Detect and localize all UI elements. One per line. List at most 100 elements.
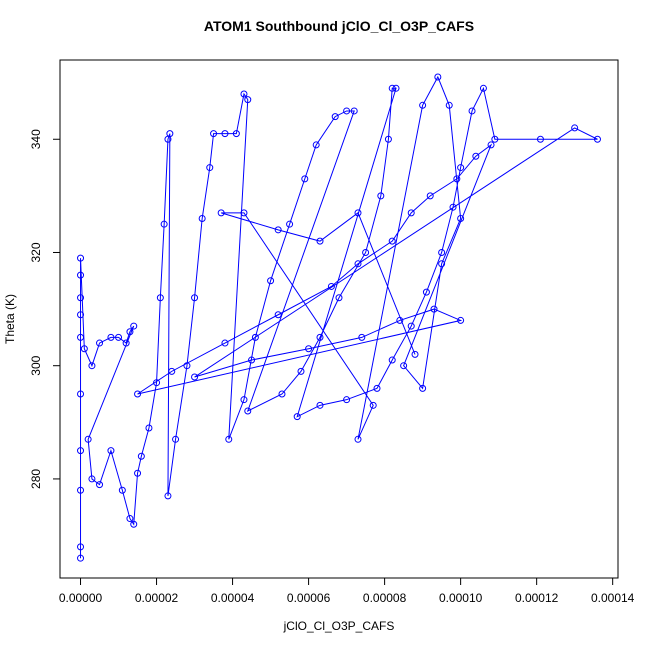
data-point (419, 384, 427, 392)
y-tick-label: 300 (29, 355, 43, 375)
data-point (373, 384, 381, 392)
data-point (396, 316, 404, 324)
data-point (267, 277, 275, 285)
data-point (457, 316, 465, 324)
data-point (77, 447, 85, 455)
data-point (88, 475, 96, 483)
data-point (407, 322, 415, 330)
data-point (468, 107, 476, 115)
data-point (160, 220, 168, 228)
x-axis-label: jClO_Cl_O3P_CAFS (283, 619, 395, 633)
data-point (354, 260, 362, 268)
data-point (191, 373, 199, 381)
data-point (362, 248, 370, 256)
data-point (126, 515, 134, 523)
data-point (88, 362, 96, 370)
data-point (134, 390, 142, 398)
data-point (343, 107, 351, 115)
x-tick-label: 0.00006 (287, 591, 331, 605)
x-tick-label: 0.00002 (135, 591, 179, 605)
data-point (232, 130, 240, 138)
data-point (384, 135, 392, 143)
data-point (369, 401, 377, 409)
y-tick-label: 340 (29, 129, 43, 149)
data-point (327, 282, 335, 290)
data-point (77, 333, 85, 341)
data-point (453, 175, 461, 183)
data-point (422, 288, 430, 296)
y-axis-label: Theta (K) (3, 294, 17, 344)
data-point (96, 339, 104, 347)
data-point (438, 248, 446, 256)
data-point (221, 130, 229, 138)
data-point (77, 311, 85, 319)
data-point (206, 164, 214, 172)
data-point (350, 107, 358, 115)
data-point (164, 492, 172, 500)
data-point (198, 215, 206, 223)
data-point (407, 209, 415, 217)
data-point (145, 424, 153, 432)
data-point (107, 447, 115, 455)
x-tick-label: 0.00010 (439, 591, 483, 605)
x-tick-label: 0.00008 (363, 591, 407, 605)
data-point (293, 413, 301, 421)
data-point (134, 469, 142, 477)
x-tick-label: 0.00014 (591, 591, 635, 605)
data-point (316, 333, 324, 341)
data-point (221, 339, 229, 347)
data-point (335, 294, 343, 302)
x-tick-label: 0.00000 (59, 591, 103, 605)
data-point (251, 333, 259, 341)
data-line (80, 75, 598, 559)
data-point (77, 390, 85, 398)
data-point (96, 481, 104, 489)
data-point (354, 209, 362, 217)
data-point (126, 328, 134, 336)
data-point (168, 367, 176, 375)
data-point (438, 260, 446, 268)
data-point (358, 333, 366, 341)
data-point (426, 192, 434, 200)
x-tick-label: 0.00004 (211, 591, 255, 605)
data-point (491, 135, 499, 143)
data-point (274, 311, 282, 319)
data-point (107, 333, 115, 341)
data-point (118, 486, 126, 494)
data-point (77, 543, 85, 551)
data-point (122, 339, 130, 347)
data-point (244, 407, 252, 415)
data-point (457, 215, 465, 223)
data-point (130, 520, 138, 528)
data-point (240, 396, 248, 404)
data-point (80, 345, 88, 353)
data-point (536, 135, 544, 143)
chart-title: ATOM1 Southbound jClO_Cl_O3P_CAFS (204, 18, 474, 34)
data-point (248, 356, 256, 364)
data-point (225, 435, 233, 443)
data-point (183, 362, 191, 370)
data-point (301, 175, 309, 183)
data-point (377, 192, 385, 200)
data-point (487, 141, 495, 149)
data-point (191, 294, 199, 302)
data-point (137, 452, 145, 460)
data-point (77, 294, 85, 302)
data-point (244, 96, 252, 104)
data-point (400, 362, 408, 370)
data-point (419, 101, 427, 109)
data-point (411, 350, 419, 358)
data-point (77, 271, 85, 279)
data-point (472, 152, 480, 160)
data-point (316, 401, 324, 409)
data-point (77, 254, 85, 262)
data-point (449, 203, 457, 211)
data-point (156, 294, 164, 302)
data-point (343, 396, 351, 404)
data-point (479, 84, 487, 92)
data-point (274, 226, 282, 234)
data-point (297, 367, 305, 375)
data-point (286, 220, 294, 228)
